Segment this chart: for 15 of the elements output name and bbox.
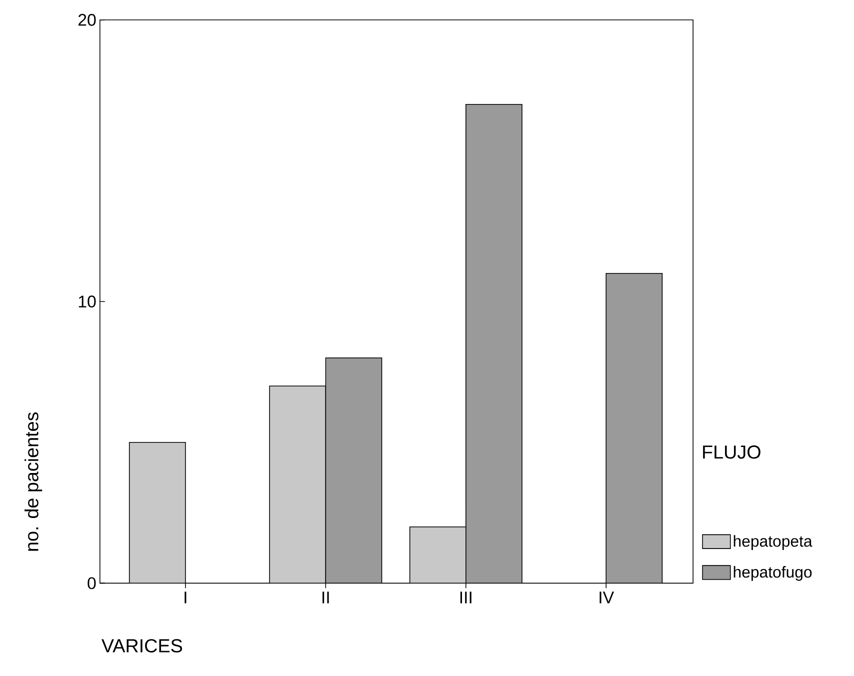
bar [269,386,326,584]
y-tick-label: 10 [78,296,96,308]
y-tick-label: 0 [88,577,96,590]
y-tick-label: 20 [78,14,96,26]
x-tick-label: II [322,592,329,604]
x-tick-label: III [460,592,472,604]
legend-label: hepatopeta [734,535,812,550]
bar [409,526,466,584]
x-tick-label: IV [600,592,614,604]
x-axis-title: VARICES [102,639,182,653]
bar [128,442,186,584]
legend-label: hepatofugo [734,566,812,582]
legend-title: FLUJO [703,446,760,459]
y-axis-title: no. de pacientes [24,412,42,551]
x-tick-label: I [184,592,186,604]
